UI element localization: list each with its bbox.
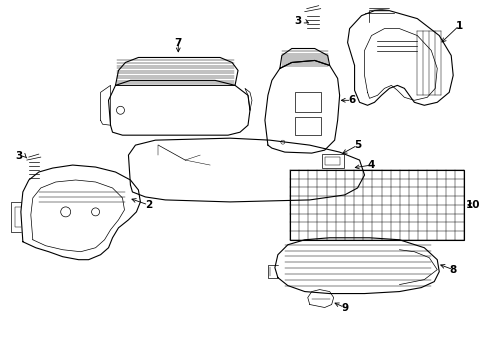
- Text: 1: 1: [455, 21, 462, 31]
- Text: 10: 10: [465, 200, 479, 210]
- Text: 7: 7: [174, 37, 182, 48]
- Bar: [294, 92, 320, 112]
- Text: 8: 8: [448, 265, 456, 275]
- Text: 9: 9: [340, 302, 347, 312]
- Bar: [324, 157, 339, 165]
- Text: 3: 3: [294, 15, 301, 26]
- Text: 5: 5: [353, 140, 361, 150]
- Text: 3: 3: [15, 151, 22, 161]
- Text: 2: 2: [144, 200, 152, 210]
- Bar: [294, 117, 320, 135]
- Bar: [321, 154, 343, 168]
- Bar: [289, 170, 463, 240]
- Text: 6: 6: [347, 95, 354, 105]
- Text: 4: 4: [367, 160, 374, 170]
